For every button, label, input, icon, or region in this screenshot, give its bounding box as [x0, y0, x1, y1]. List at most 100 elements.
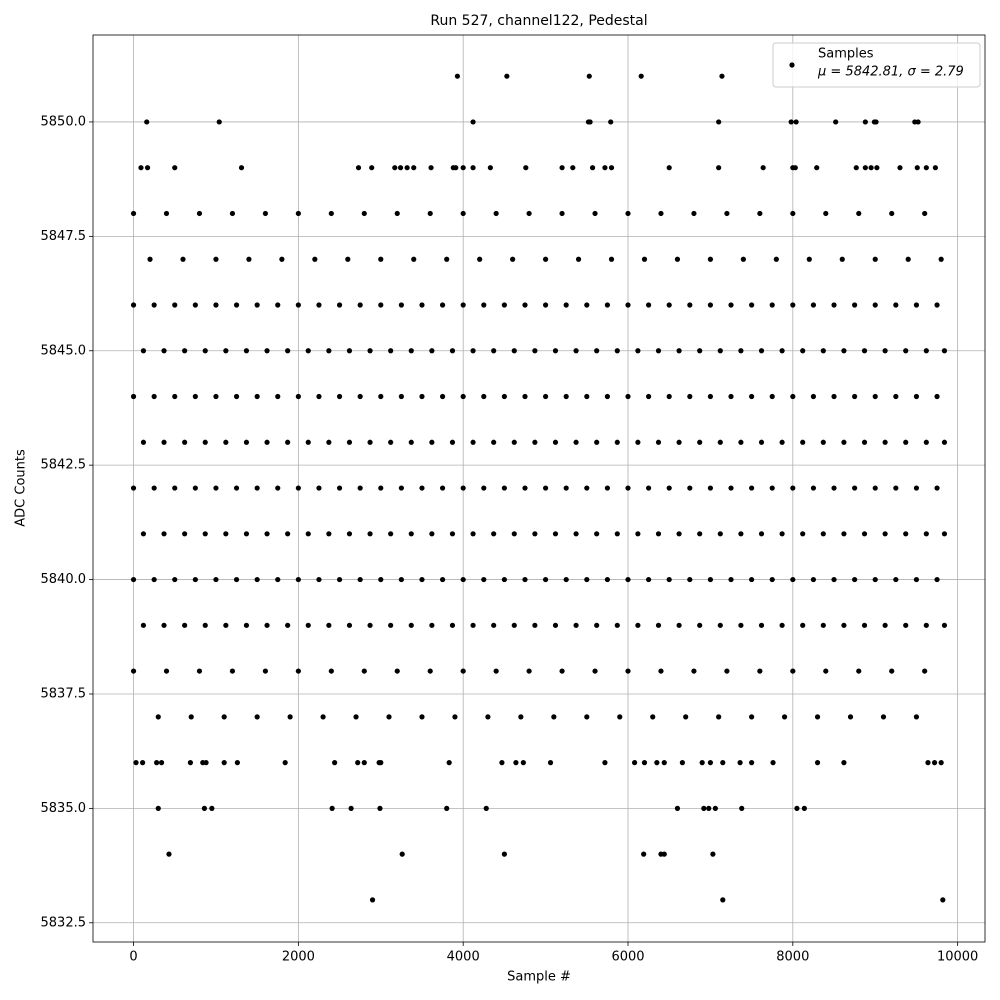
point: [584, 576, 590, 583]
point: [717, 439, 723, 445]
point: [429, 622, 435, 628]
point: [800, 439, 806, 445]
point: [155, 714, 161, 720]
point: [522, 485, 528, 491]
point: [716, 165, 722, 171]
point: [923, 165, 929, 171]
point: [707, 576, 714, 583]
point: [820, 439, 826, 445]
point: [738, 622, 744, 628]
point: [223, 348, 229, 354]
point: [758, 439, 765, 445]
point: [243, 348, 250, 354]
point: [133, 760, 139, 766]
point: [172, 165, 178, 171]
point: [717, 622, 723, 628]
point: [161, 531, 167, 537]
point: [275, 576, 281, 583]
point: [511, 531, 517, 537]
point: [233, 485, 240, 491]
point: [427, 210, 433, 217]
point: [397, 165, 404, 171]
point: [460, 210, 466, 217]
point: [140, 348, 147, 354]
point: [155, 805, 161, 811]
point: [841, 439, 847, 445]
point: [739, 805, 745, 811]
point: [717, 531, 723, 537]
point: [701, 805, 707, 811]
point: [852, 485, 858, 491]
point: [369, 165, 375, 171]
point: [411, 165, 417, 171]
point: [862, 165, 868, 171]
x-tick-label: 4000: [447, 950, 480, 965]
point: [163, 210, 170, 217]
point: [532, 348, 538, 354]
point: [542, 393, 549, 400]
point: [285, 439, 291, 445]
point: [182, 439, 188, 445]
point: [460, 576, 466, 583]
point: [882, 348, 888, 354]
point: [254, 714, 260, 720]
point: [552, 348, 559, 354]
point: [444, 256, 450, 262]
point: [446, 760, 452, 766]
point: [781, 714, 788, 720]
point: [913, 576, 920, 583]
point: [931, 760, 938, 766]
point: [493, 210, 499, 217]
point: [481, 485, 487, 491]
point: [934, 302, 940, 308]
point: [923, 348, 929, 354]
point: [810, 485, 817, 491]
point: [934, 393, 940, 400]
point: [326, 531, 332, 537]
point: [614, 348, 620, 354]
point: [361, 210, 367, 217]
point: [563, 302, 569, 308]
point: [526, 668, 532, 674]
point: [923, 439, 929, 445]
point: [641, 256, 648, 262]
y-tick-label: 5832.5: [41, 915, 87, 930]
point: [614, 531, 620, 537]
point: [831, 302, 837, 308]
point: [520, 760, 526, 766]
x-tick-label: 8000: [776, 950, 809, 965]
point: [779, 622, 785, 628]
point: [355, 760, 361, 766]
point: [357, 302, 363, 308]
point: [594, 622, 600, 628]
point: [814, 165, 820, 171]
point: [882, 439, 888, 445]
point: [522, 302, 528, 308]
point: [697, 348, 703, 354]
point: [757, 210, 763, 217]
point: [491, 439, 497, 445]
point: [264, 622, 270, 628]
point: [820, 531, 826, 537]
point: [147, 256, 153, 262]
point: [769, 393, 775, 400]
point: [779, 531, 785, 537]
point: [510, 256, 516, 262]
point: [604, 576, 610, 583]
point: [202, 622, 208, 628]
point: [856, 210, 862, 217]
point: [192, 302, 198, 308]
point: [790, 485, 796, 491]
point: [408, 531, 414, 537]
point: [573, 348, 579, 354]
point: [243, 439, 250, 445]
point: [773, 256, 779, 262]
point: [594, 439, 600, 445]
point: [279, 256, 285, 262]
point: [872, 576, 878, 583]
point: [604, 393, 610, 400]
point: [532, 531, 538, 537]
point: [831, 576, 837, 583]
point: [439, 576, 446, 583]
